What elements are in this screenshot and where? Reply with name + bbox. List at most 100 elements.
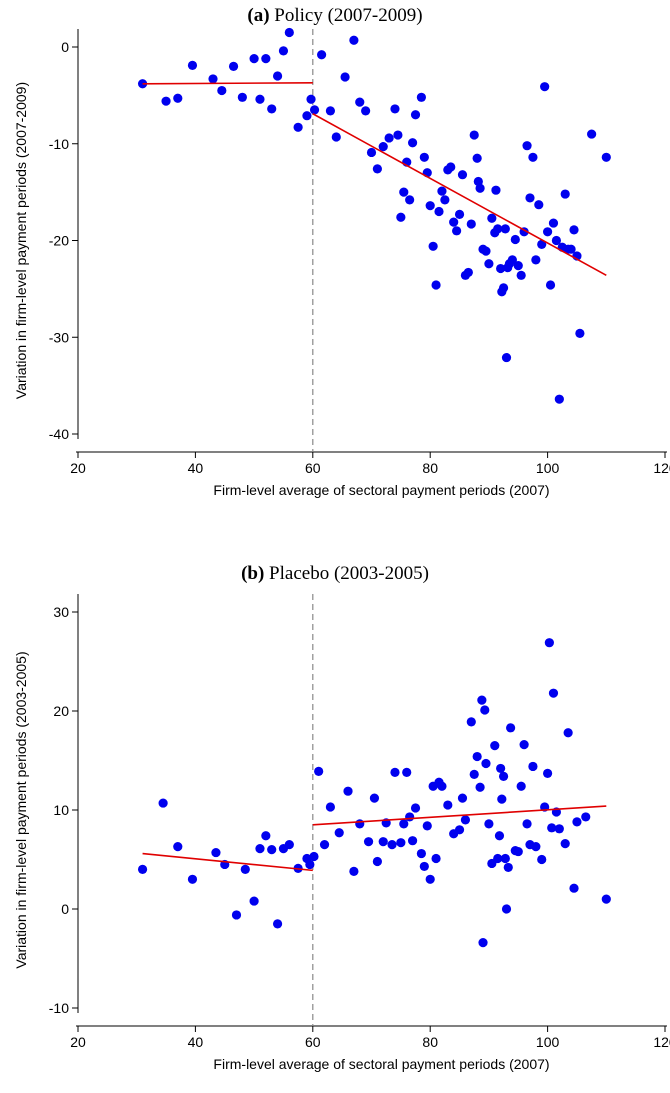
x-axis-title: Firm-level average of sectoral payment p… bbox=[213, 1056, 549, 1072]
data-point bbox=[493, 853, 503, 864]
data-point bbox=[525, 193, 535, 203]
y-tick-label: 0 bbox=[61, 901, 69, 917]
y-tick-label: -40 bbox=[49, 426, 69, 442]
data-point bbox=[378, 837, 388, 847]
y-tick-label: 30 bbox=[53, 604, 69, 620]
data-point bbox=[390, 767, 400, 777]
data-point bbox=[566, 244, 576, 254]
data-point bbox=[399, 819, 409, 829]
data-point bbox=[503, 862, 513, 873]
data-point bbox=[407, 836, 418, 846]
data-point bbox=[314, 766, 324, 776]
data-point bbox=[540, 82, 550, 92]
y-tick-label: 20 bbox=[53, 703, 69, 719]
data-point bbox=[272, 71, 283, 81]
data-point bbox=[522, 819, 532, 829]
data-point bbox=[437, 186, 447, 196]
data-point bbox=[500, 224, 510, 234]
panel-b-label: (b) bbox=[241, 563, 265, 584]
data-point bbox=[554, 394, 564, 404]
data-point bbox=[405, 195, 415, 205]
data-point bbox=[306, 94, 316, 104]
data-point bbox=[463, 267, 473, 278]
data-point bbox=[437, 781, 447, 791]
data-point bbox=[469, 130, 479, 140]
data-point bbox=[522, 141, 532, 151]
fit-line bbox=[142, 852, 313, 872]
x-tick-label: 20 bbox=[70, 1034, 86, 1050]
data-point bbox=[372, 856, 382, 867]
data-point bbox=[469, 769, 479, 779]
data-point bbox=[272, 919, 283, 929]
data-point bbox=[457, 170, 468, 180]
x-tick-label: 120 bbox=[653, 1034, 670, 1050]
data-point bbox=[378, 142, 388, 152]
data-point bbox=[544, 638, 554, 648]
x-tick-label: 20 bbox=[70, 460, 86, 476]
y-tick-label: 0 bbox=[61, 39, 69, 55]
data-point bbox=[475, 782, 485, 792]
data-point bbox=[302, 111, 312, 121]
data-point bbox=[563, 728, 573, 738]
data-point bbox=[319, 840, 330, 850]
data-point bbox=[478, 938, 488, 948]
data-point bbox=[425, 201, 435, 211]
data-point bbox=[507, 255, 517, 265]
y-tick-label: -10 bbox=[49, 1000, 69, 1016]
data-point bbox=[396, 212, 406, 222]
data-point bbox=[349, 866, 359, 876]
data-point bbox=[240, 864, 250, 874]
data-point bbox=[402, 767, 412, 777]
data-point bbox=[554, 824, 564, 834]
data-point bbox=[477, 695, 487, 705]
data-point bbox=[440, 195, 450, 205]
y-axis-title: Variation in firm-level payment periods … bbox=[13, 82, 29, 399]
data-point bbox=[410, 803, 421, 813]
data-point bbox=[416, 92, 426, 102]
data-point bbox=[601, 894, 611, 904]
data-point bbox=[531, 842, 541, 852]
data-point bbox=[487, 213, 497, 223]
data-point bbox=[443, 800, 453, 810]
data-point bbox=[208, 74, 218, 84]
data-point bbox=[237, 92, 247, 102]
data-point bbox=[537, 239, 547, 249]
data-point bbox=[452, 226, 462, 236]
data-point bbox=[472, 153, 482, 163]
data-point bbox=[528, 152, 538, 162]
y-tick-label: 10 bbox=[53, 802, 69, 818]
x-tick-label: 120 bbox=[653, 460, 670, 476]
data-point bbox=[309, 105, 320, 115]
data-point bbox=[510, 234, 520, 245]
data-point bbox=[293, 122, 303, 132]
data-point bbox=[506, 723, 516, 733]
data-point bbox=[431, 853, 441, 864]
data-point bbox=[480, 705, 490, 715]
fit-line bbox=[312, 805, 607, 826]
data-point bbox=[457, 793, 468, 803]
data-point bbox=[267, 845, 277, 855]
data-point bbox=[519, 740, 529, 750]
data-point bbox=[158, 798, 168, 808]
data-point bbox=[575, 328, 585, 338]
data-point bbox=[331, 132, 341, 142]
data-point bbox=[551, 235, 562, 246]
x-tick-label: 40 bbox=[188, 1034, 204, 1050]
data-point bbox=[545, 280, 556, 290]
data-point bbox=[261, 54, 271, 64]
data-point bbox=[137, 79, 148, 89]
data-point bbox=[249, 54, 259, 64]
data-point bbox=[454, 209, 465, 219]
data-point bbox=[416, 848, 426, 859]
data-point bbox=[484, 819, 494, 829]
panel-a-title-text: Policy (2007-2009) bbox=[274, 5, 423, 26]
y-tick-label: -10 bbox=[49, 136, 69, 152]
x-tick-label: 100 bbox=[536, 1034, 560, 1050]
data-point bbox=[481, 758, 491, 769]
data-point bbox=[513, 846, 523, 857]
data-point bbox=[454, 825, 465, 835]
panel-a-label: (a) bbox=[247, 5, 270, 26]
x-tick-label: 60 bbox=[305, 1034, 321, 1050]
data-point bbox=[548, 688, 559, 698]
data-point bbox=[569, 225, 579, 235]
